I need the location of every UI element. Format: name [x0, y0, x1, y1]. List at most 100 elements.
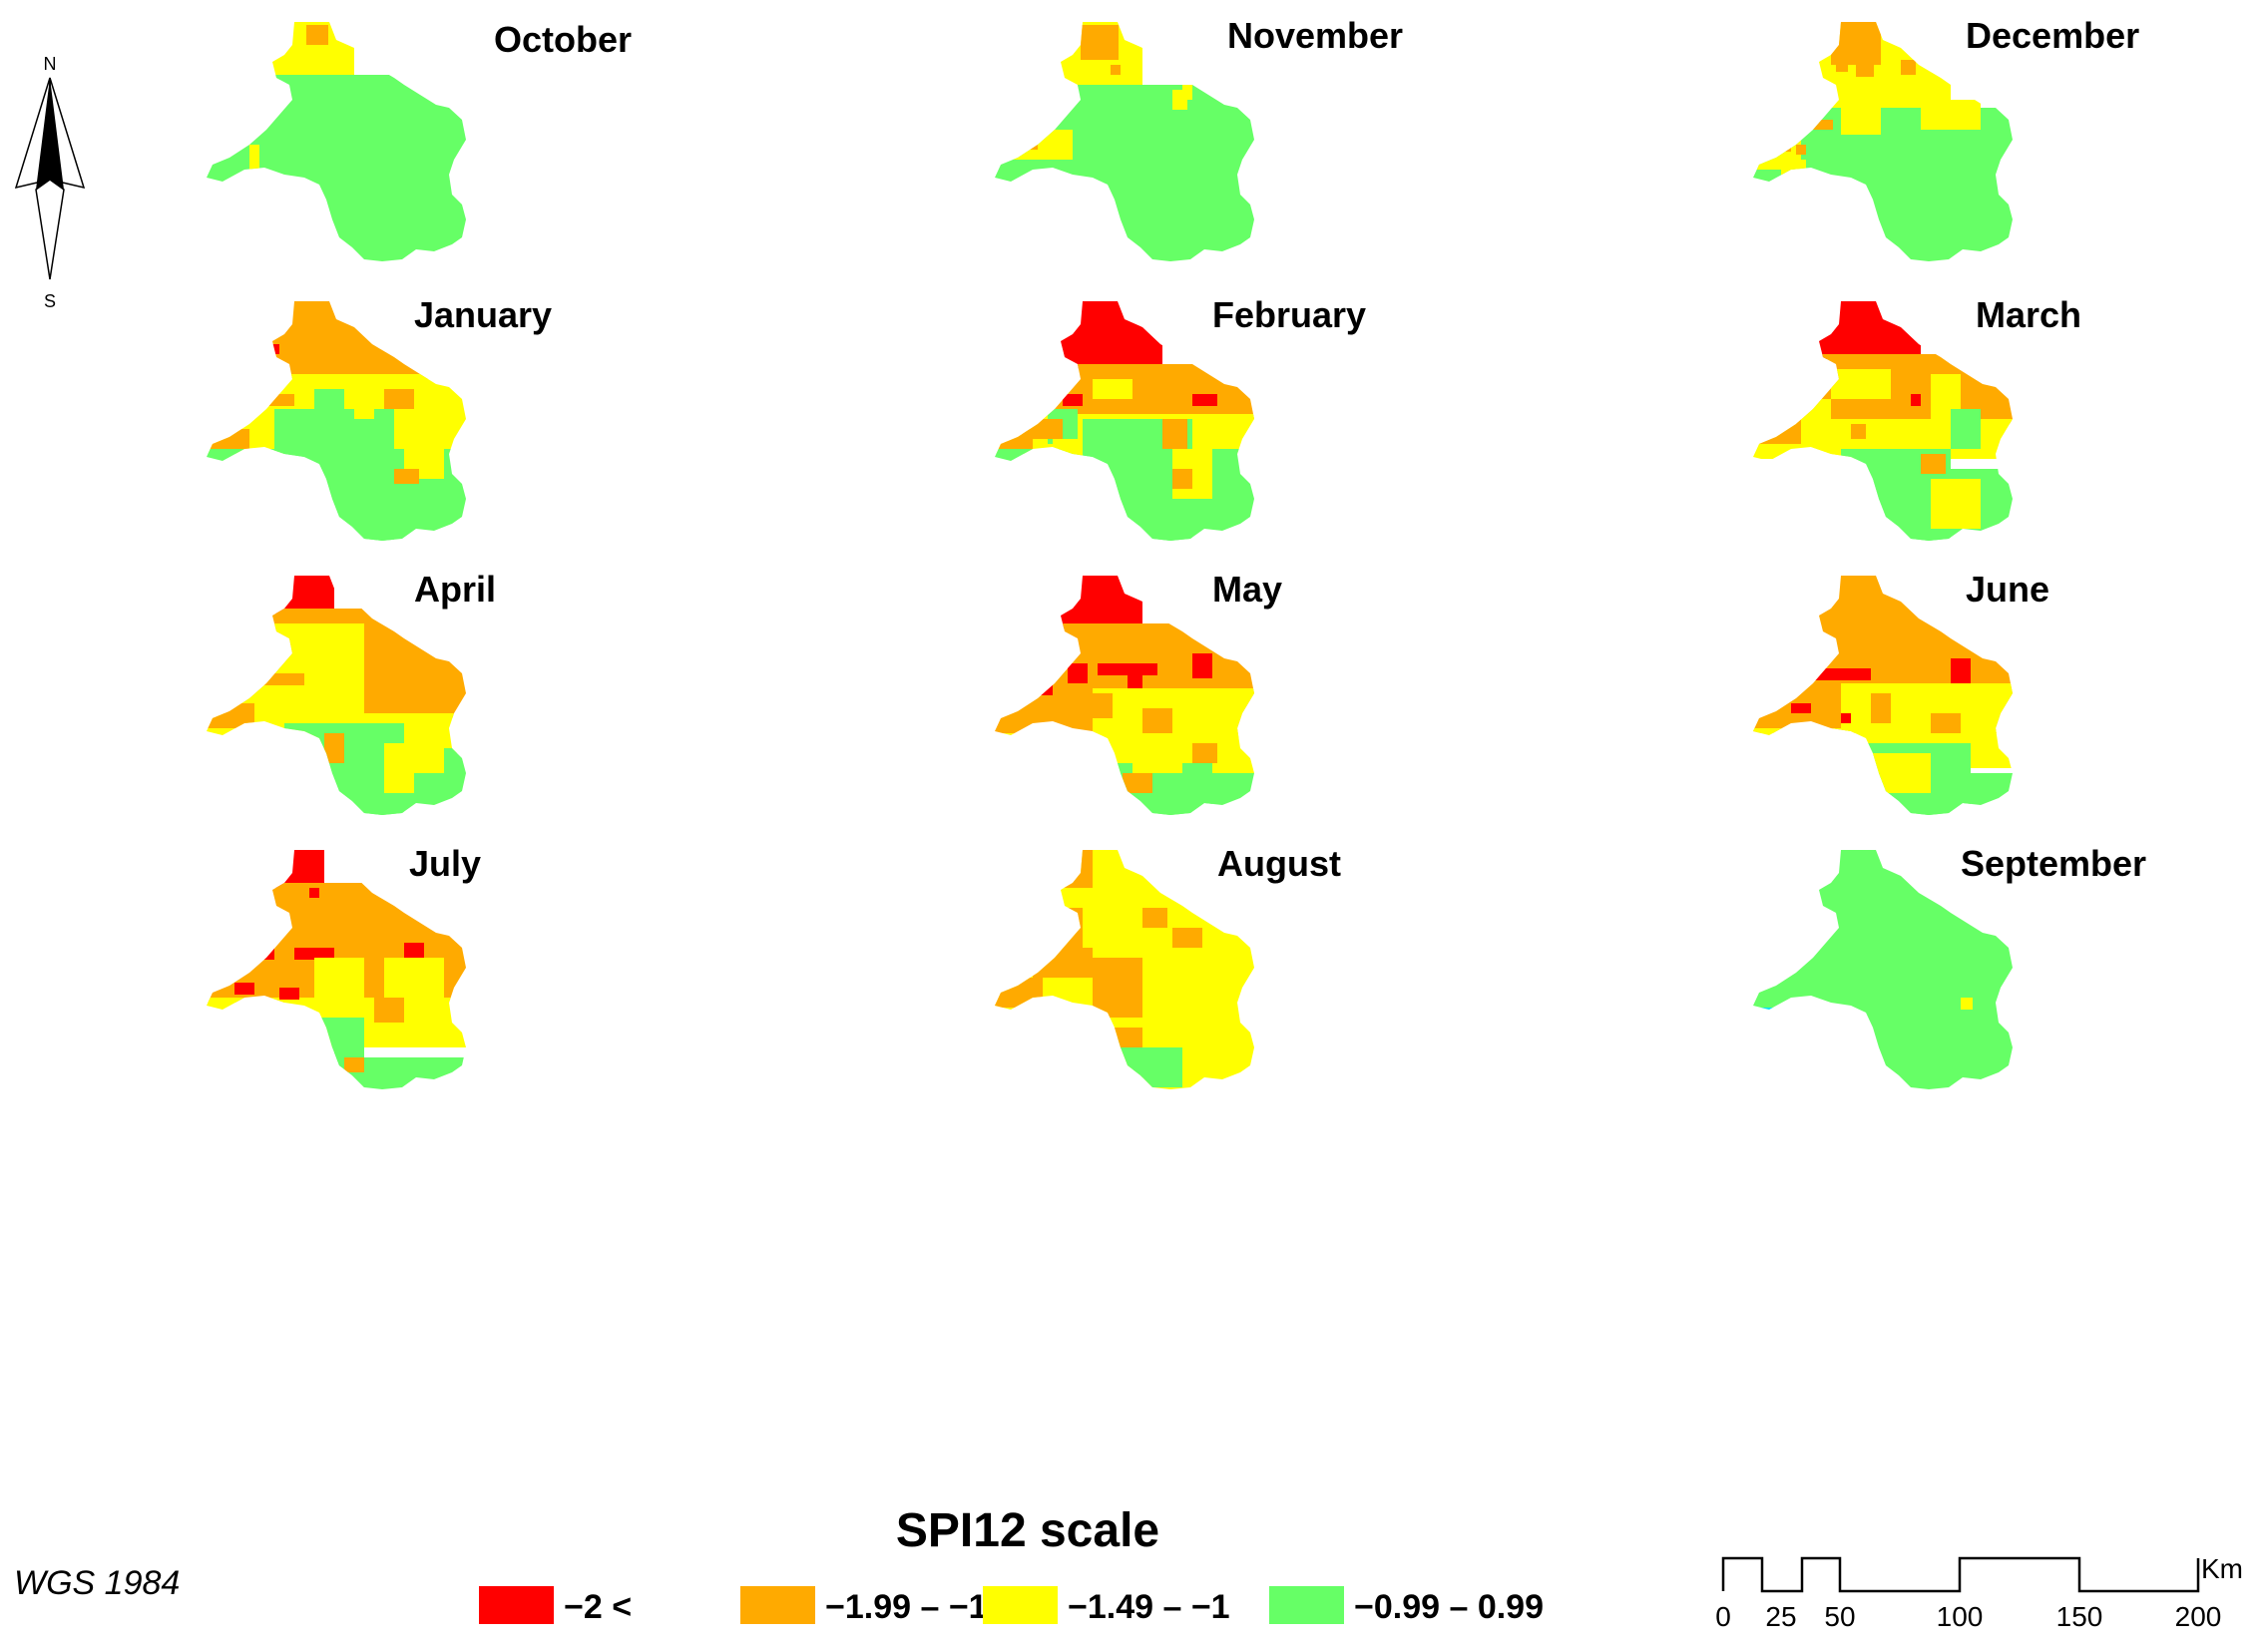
- map-panel-september: September: [1753, 843, 2146, 1089]
- spi-cell: [995, 429, 1033, 449]
- spi-cell: [1182, 85, 1192, 100]
- spi-cell: [394, 469, 419, 484]
- panel-title-may: May: [1212, 569, 1282, 610]
- spi-cell: [995, 301, 1162, 369]
- spi-cell: [1063, 1028, 1093, 1047]
- spi-cell: [1111, 65, 1121, 75]
- spi-cell: [1172, 469, 1192, 489]
- scale-tick-200: 200: [2175, 1601, 2222, 1632]
- map-panel-march: March: [1753, 294, 2081, 541]
- spi-cell: [207, 75, 466, 261]
- spi-cell: [995, 850, 1093, 888]
- legend-label-0: −2 <: [564, 1588, 632, 1626]
- spi-cell: [1172, 928, 1202, 948]
- panel-title-november: November: [1227, 15, 1403, 56]
- spi-cell: [1033, 948, 1043, 958]
- legend-swatch-1: [740, 1586, 815, 1624]
- spi-cell: [1851, 424, 1866, 439]
- map-panel-june: June: [1753, 569, 2049, 815]
- spi-cell: [1083, 928, 1113, 948]
- legend-title: SPI12 scale: [896, 1504, 1159, 1557]
- spi-cell: [1128, 668, 1142, 688]
- projection-label: WGS 1984: [14, 1564, 180, 1602]
- spi-cell: [1851, 753, 1931, 793]
- spi-cell: [1871, 693, 1891, 723]
- spi-cell: [249, 145, 259, 170]
- spi-cell: [1781, 140, 1791, 152]
- spi-cell: [1831, 369, 1891, 399]
- spi-cell: [995, 978, 1043, 1008]
- spi-cell: [1811, 429, 1841, 459]
- map-panel-february: February: [995, 294, 1366, 541]
- spi-cell: [394, 658, 424, 683]
- compass-north-label: N: [44, 54, 57, 74]
- spi-cell: [244, 394, 294, 406]
- spi-cell: [1921, 454, 1946, 474]
- scale-tick-100: 100: [1937, 1601, 1984, 1632]
- spi-cell: [995, 85, 1254, 261]
- scale-bar: Km 0 25 50 100 150 200: [1715, 1553, 2243, 1632]
- panel-title-january: January: [414, 294, 552, 335]
- spi-cell: [1083, 693, 1113, 718]
- spi-cell: [384, 389, 414, 409]
- legend-label-2: −1.49 – −1: [1068, 1588, 1230, 1626]
- spi-cell: [1753, 850, 2013, 1089]
- spi-cell: [1123, 773, 1152, 793]
- spi-cell: [279, 988, 299, 1000]
- map-panel-november: November: [995, 15, 1403, 261]
- scale-tick-50: 50: [1824, 1601, 1855, 1632]
- spi-cell: [1836, 60, 1848, 72]
- spi-cell: [1781, 160, 1806, 175]
- compass-south-label: S: [44, 291, 56, 311]
- map-panel-january: January: [207, 294, 552, 541]
- spi-cell: [995, 22, 1142, 90]
- panel-title-august: August: [1217, 843, 1341, 884]
- spi-cell: [1192, 743, 1217, 763]
- spi-cell: [1921, 100, 1981, 130]
- spi-cell: [1028, 140, 1038, 150]
- panel-title-december: December: [1966, 15, 2139, 56]
- spi-cell: [1093, 958, 1142, 1018]
- spi-cell: [1043, 1037, 1142, 1089]
- panel-title-october: October: [494, 19, 632, 60]
- spi-cell: [1961, 998, 1973, 1010]
- spi-cell: [309, 888, 319, 898]
- panel-title-september: September: [1961, 843, 2146, 884]
- spi-cell: [249, 344, 259, 354]
- spi-cell: [1003, 673, 1013, 681]
- spi-cell: [207, 850, 324, 888]
- spi-cell: [1053, 908, 1083, 938]
- spi-cell: [254, 948, 274, 960]
- spi-cell: [1753, 108, 2013, 261]
- legend-label-3: −0.99 – 0.99: [1354, 1588, 1544, 1626]
- spi-cell: [1081, 25, 1119, 60]
- spi-cell: [1192, 653, 1212, 678]
- spi-cell: [1841, 105, 1881, 135]
- scale-tick-0: 0: [1715, 1601, 1731, 1632]
- spi-cell: [207, 22, 354, 80]
- spi-cell: [1756, 1008, 1781, 1020]
- spi-cell: [1856, 65, 1874, 77]
- spi-cell: [995, 576, 1142, 628]
- spi-cell: [1811, 576, 1823, 594]
- spi-cell: [1192, 394, 1217, 406]
- scale-tick-150: 150: [2056, 1601, 2103, 1632]
- panel-title-april: April: [414, 569, 496, 610]
- spi-cell: [324, 733, 344, 763]
- spi-cell: [1063, 394, 1083, 406]
- spi-cell: [1811, 120, 1833, 130]
- spi-cell: [1841, 713, 1851, 723]
- panel-title-july: July: [409, 843, 481, 884]
- spi-cell: [384, 743, 414, 793]
- north-arrow: N S: [14, 54, 86, 311]
- spi-cell: [1811, 668, 1871, 680]
- spi-cell: [1931, 713, 1961, 733]
- spi-cell: [1841, 683, 2013, 733]
- spi-cell: [354, 399, 374, 419]
- legend-swatch-2: [983, 1586, 1058, 1624]
- spi-cell: [1753, 301, 1921, 359]
- spi-cell: [1791, 594, 1816, 606]
- spi-cell: [1033, 683, 1053, 695]
- spi-cell: [207, 703, 254, 728]
